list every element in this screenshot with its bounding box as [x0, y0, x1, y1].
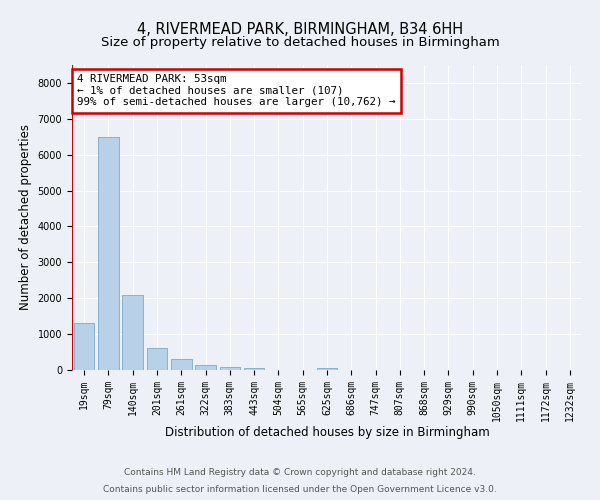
Bar: [244, 368, 265, 370]
Bar: [317, 368, 337, 370]
Bar: [122, 294, 143, 370]
Y-axis label: Number of detached properties: Number of detached properties: [19, 124, 32, 310]
Bar: [74, 324, 94, 370]
Text: Size of property relative to detached houses in Birmingham: Size of property relative to detached ho…: [101, 36, 499, 49]
Text: 4 RIVERMEAD PARK: 53sqm
← 1% of detached houses are smaller (107)
99% of semi-de: 4 RIVERMEAD PARK: 53sqm ← 1% of detached…: [77, 74, 395, 108]
Bar: [146, 348, 167, 370]
Bar: [220, 367, 240, 370]
Text: 4, RIVERMEAD PARK, BIRMINGHAM, B34 6HH: 4, RIVERMEAD PARK, BIRMINGHAM, B34 6HH: [137, 22, 463, 38]
Bar: [171, 359, 191, 370]
Text: Contains HM Land Registry data © Crown copyright and database right 2024.: Contains HM Land Registry data © Crown c…: [124, 468, 476, 477]
Bar: [195, 364, 216, 370]
X-axis label: Distribution of detached houses by size in Birmingham: Distribution of detached houses by size …: [164, 426, 490, 440]
Bar: [98, 137, 119, 370]
Text: Contains public sector information licensed under the Open Government Licence v3: Contains public sector information licen…: [103, 486, 497, 494]
